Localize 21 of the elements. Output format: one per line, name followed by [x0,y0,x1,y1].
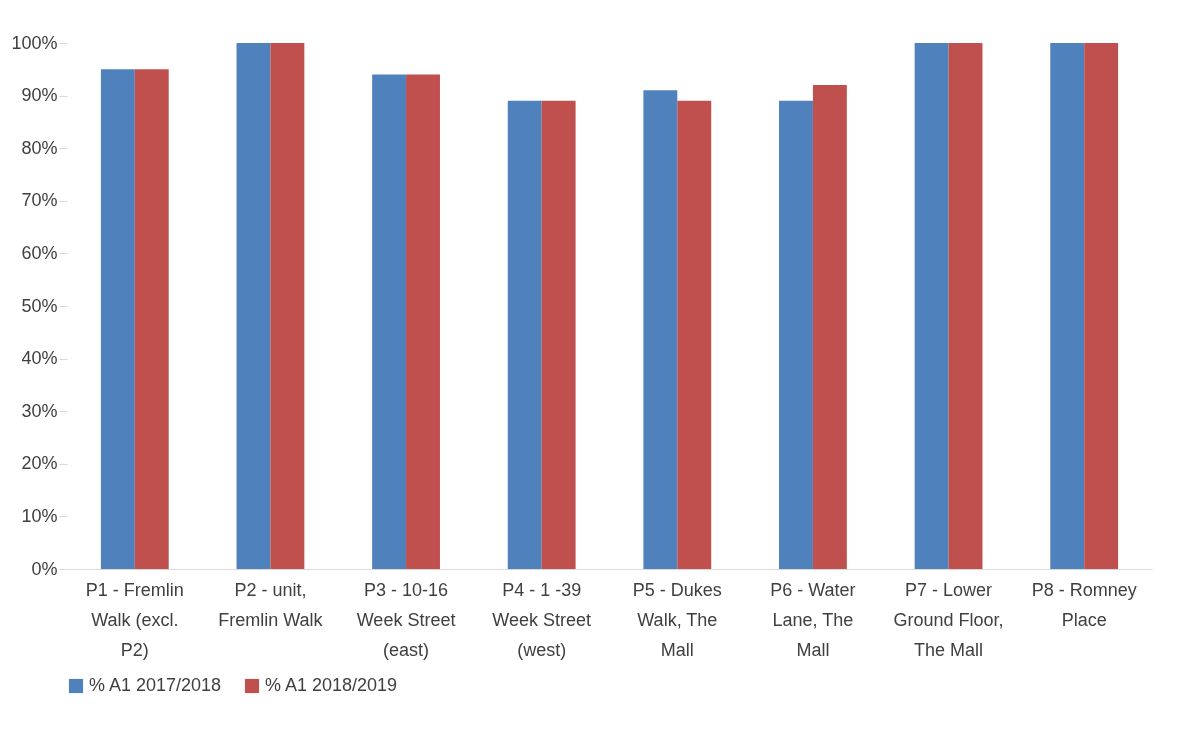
y-tick-label: 10% [21,505,58,526]
x-tick-label: P3 - 10-16 Week Street (east) [356,579,456,660]
x-tick-label: P8 - Romney Place [1031,579,1137,630]
legend-label: % A1 2017/2018 [89,675,222,695]
x-tick-label: P4 - 1 -39 Week Street (west) [492,579,592,660]
y-tick-label: 50% [21,295,58,316]
x-tick-label: P2 - unit, Fremlin Walk [218,579,324,630]
y-tick-label: 100% [11,32,58,53]
y-tick-label: 20% [21,453,58,474]
y-tick-label: 90% [21,85,58,106]
y-tick-label: 60% [21,242,58,263]
legend-label: % A1 2018/2019 [265,675,398,695]
y-tick-label: 80% [21,137,58,158]
x-tick-label: P5 - Dukes Walk, The Mall [632,579,722,660]
y-tick-label: 0% [31,558,58,579]
y-tick-label: 30% [21,400,58,421]
y-tick-label: 40% [21,348,58,369]
y-tick-label: 70% [21,190,58,211]
x-tick-label: P1 - Fremlin Walk (excl. P2) [85,579,184,660]
x-tick-label: P6 - Water Lane, The Mall [770,579,856,660]
x-tick-label: P7 - Lower Ground Floor, The Mall [893,579,1004,660]
